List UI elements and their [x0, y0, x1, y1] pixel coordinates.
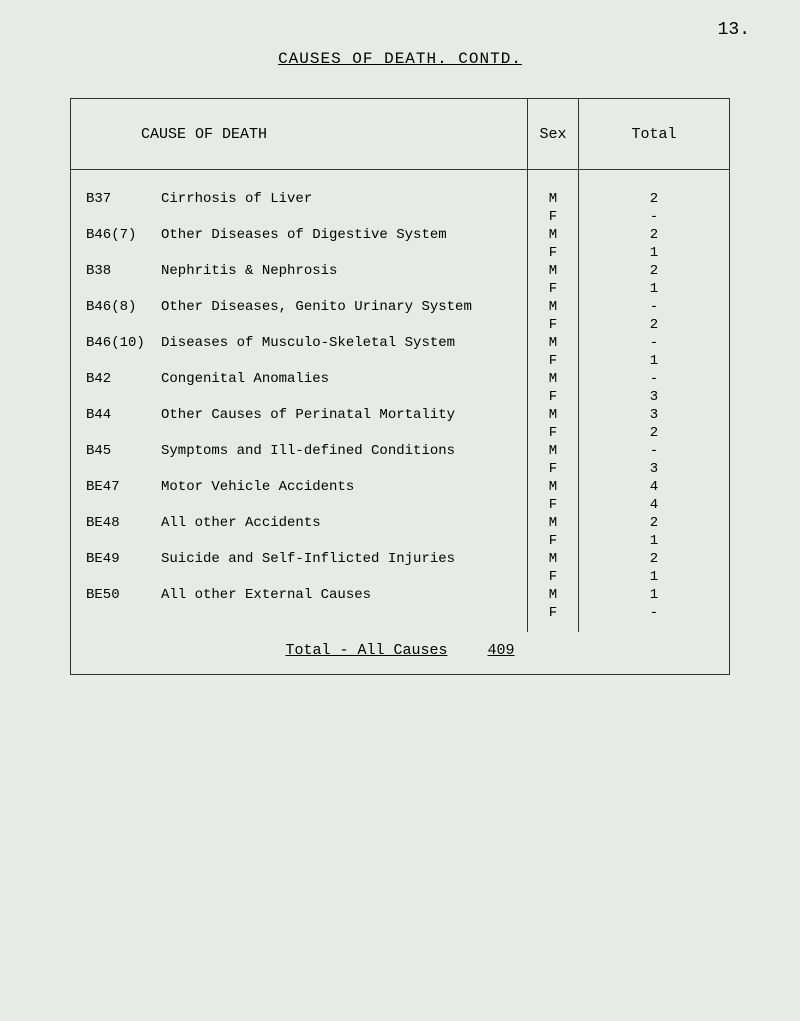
table-row: B46(7)Other Diseases of Digestive System [86, 226, 517, 244]
cause-description: All other External Causes [161, 586, 517, 604]
total-value: 4 [579, 496, 729, 514]
cause-description: Motor Vehicle Accidents [161, 478, 517, 496]
sex-value: M [528, 226, 578, 244]
total-value: 1 [579, 532, 729, 550]
sex-column: MFMFMFMFMFMFMFMFMFMFMFMF [527, 170, 578, 632]
total-value: 2 [579, 514, 729, 532]
sex-value: F [528, 244, 578, 262]
total-header: Total [578, 99, 729, 169]
table-row: BE49Suicide and Self-Inflicted Injuries [86, 550, 517, 568]
cause-code: BE49 [86, 550, 161, 568]
sex-value: F [528, 604, 578, 622]
sex-header: Sex [527, 99, 578, 169]
cause-description: Symptoms and Ill-defined Conditions [161, 442, 517, 460]
table-row: B37Cirrhosis of Liver [86, 190, 517, 208]
footer-value: 409 [488, 642, 515, 659]
table-row: B38Nephritis & Nephrosis [86, 262, 517, 280]
sex-value: M [528, 370, 578, 388]
sex-value: F [528, 424, 578, 442]
page-title: CAUSES OF DEATH. CONTD. [60, 50, 740, 68]
sex-value: M [528, 406, 578, 424]
sex-value: F [528, 352, 578, 370]
table-row: B46(8)Other Diseases, Genito Urinary Sys… [86, 298, 517, 316]
cause-code: B38 [86, 262, 161, 280]
total-value: 1 [579, 586, 729, 604]
sex-value: M [528, 262, 578, 280]
table-header-row: CAUSE OF DEATH Sex Total [71, 99, 729, 170]
table-row: B45Symptoms and Ill-defined Conditions [86, 442, 517, 460]
total-value: - [579, 208, 729, 226]
total-value: 2 [579, 262, 729, 280]
total-value: - [579, 604, 729, 622]
table-row: B44Other Causes of Perinatal Mortality [86, 406, 517, 424]
total-value: 4 [579, 478, 729, 496]
total-value: 2 [579, 424, 729, 442]
total-value: 1 [579, 280, 729, 298]
sex-value: F [528, 460, 578, 478]
cause-code: B45 [86, 442, 161, 460]
cause-description: Cirrhosis of Liver [161, 190, 517, 208]
table-row: B46(10)Diseases of Musculo-Skeletal Syst… [86, 334, 517, 352]
cause-code: B46(7) [86, 226, 161, 244]
total-value: - [579, 442, 729, 460]
sex-value: M [528, 550, 578, 568]
table-row: BE50All other External Causes [86, 586, 517, 604]
cause-description: Suicide and Self-Inflicted Injuries [161, 550, 517, 568]
total-value: 3 [579, 388, 729, 406]
total-value: 2 [579, 190, 729, 208]
sex-value: F [528, 496, 578, 514]
sex-value: M [528, 514, 578, 532]
cause-description: Other Diseases of Digestive System [161, 226, 517, 244]
cause-header: CAUSE OF DEATH [71, 126, 527, 143]
sex-value: F [528, 316, 578, 334]
total-value: 1 [579, 244, 729, 262]
cause-description: Congenital Anomalies [161, 370, 517, 388]
table-row: BE47Motor Vehicle Accidents [86, 478, 517, 496]
sex-value: M [528, 298, 578, 316]
cause-code: BE48 [86, 514, 161, 532]
total-value: 2 [579, 550, 729, 568]
total-value: - [579, 334, 729, 352]
total-value: 2 [579, 316, 729, 334]
cause-code: BE50 [86, 586, 161, 604]
cause-description: All other Accidents [161, 514, 517, 532]
sex-value: M [528, 586, 578, 604]
cause-description: Diseases of Musculo-Skeletal System [161, 334, 517, 352]
sex-value: F [528, 280, 578, 298]
sex-value: M [528, 190, 578, 208]
table-row: B42Congenital Anomalies [86, 370, 517, 388]
sex-value: M [528, 334, 578, 352]
sex-value: M [528, 478, 578, 496]
footer-label: Total - All Causes [285, 642, 447, 659]
sex-value: F [528, 388, 578, 406]
total-value: 3 [579, 406, 729, 424]
cause-code: BE47 [86, 478, 161, 496]
cause-description: Other Diseases, Genito Urinary System [161, 298, 517, 316]
cause-code: B37 [86, 190, 161, 208]
sex-value: M [528, 442, 578, 460]
causes-table: CAUSE OF DEATH Sex Total B37Cirrhosis of… [70, 98, 730, 675]
total-value: - [579, 298, 729, 316]
cause-code: B46(10) [86, 334, 161, 352]
total-value: - [579, 370, 729, 388]
table-row: BE48All other Accidents [86, 514, 517, 532]
cause-code: B44 [86, 406, 161, 424]
total-column: 2-2121-2-1-332-34421211- [578, 170, 729, 632]
cause-description: Nephritis & Nephrosis [161, 262, 517, 280]
sex-value: F [528, 532, 578, 550]
sex-value: F [528, 568, 578, 586]
cause-description: Other Causes of Perinatal Mortality [161, 406, 517, 424]
sex-value: F [528, 208, 578, 226]
cause-code: B42 [86, 370, 161, 388]
total-value: 3 [579, 460, 729, 478]
cause-column: B37Cirrhosis of LiverB46(7)Other Disease… [71, 170, 527, 632]
table-footer: Total - All Causes 409 [71, 632, 729, 674]
total-value: 1 [579, 568, 729, 586]
total-value: 2 [579, 226, 729, 244]
cause-code: B46(8) [86, 298, 161, 316]
page-number: 13. [718, 20, 750, 40]
total-value: 1 [579, 352, 729, 370]
